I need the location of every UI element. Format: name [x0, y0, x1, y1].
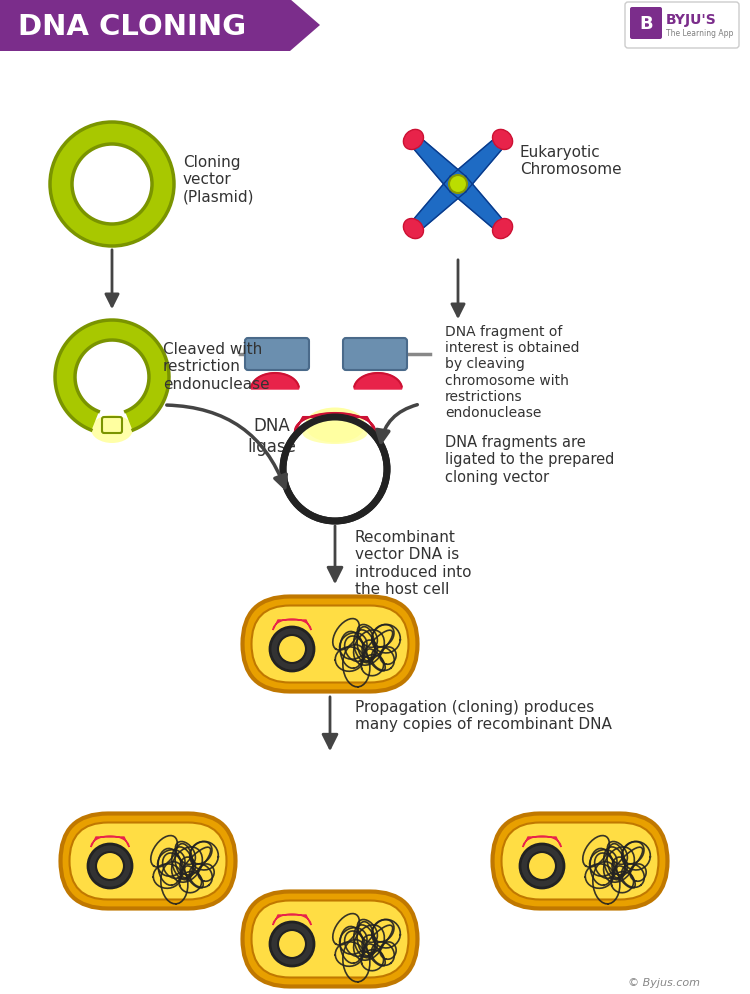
Ellipse shape: [493, 220, 512, 240]
FancyBboxPatch shape: [502, 823, 658, 900]
Polygon shape: [251, 374, 298, 390]
FancyBboxPatch shape: [625, 3, 739, 49]
FancyBboxPatch shape: [70, 823, 226, 900]
Text: Cloning
vector
(Plasmid): Cloning vector (Plasmid): [183, 155, 254, 205]
Polygon shape: [0, 0, 320, 52]
FancyBboxPatch shape: [630, 8, 662, 40]
Polygon shape: [270, 627, 314, 671]
Polygon shape: [273, 914, 311, 925]
Polygon shape: [354, 374, 402, 390]
FancyBboxPatch shape: [251, 901, 409, 977]
Text: DNA fragment of
interest is obtained
by cleaving
chromosome with
restrictions
en: DNA fragment of interest is obtained by …: [445, 325, 580, 419]
FancyBboxPatch shape: [251, 606, 409, 683]
FancyBboxPatch shape: [245, 339, 309, 371]
FancyBboxPatch shape: [242, 597, 418, 692]
Polygon shape: [91, 836, 129, 847]
Text: Propagation (cloning) produces
many copies of recombinant DNA: Propagation (cloning) produces many copi…: [355, 700, 612, 732]
FancyBboxPatch shape: [343, 339, 407, 371]
Polygon shape: [523, 836, 561, 847]
Polygon shape: [295, 414, 375, 431]
Text: © Byjus.com: © Byjus.com: [628, 977, 700, 987]
Text: Eukaryotic
Chromosome: Eukaryotic Chromosome: [520, 145, 622, 177]
Polygon shape: [450, 133, 510, 193]
Ellipse shape: [404, 130, 424, 150]
Polygon shape: [450, 177, 510, 237]
Polygon shape: [50, 123, 174, 247]
Text: B: B: [639, 15, 652, 33]
Text: The Learning App: The Learning App: [666, 30, 734, 39]
Ellipse shape: [302, 422, 368, 444]
FancyBboxPatch shape: [61, 814, 236, 909]
Polygon shape: [273, 619, 311, 630]
Text: DNA CLONING: DNA CLONING: [18, 13, 246, 41]
Ellipse shape: [91, 415, 133, 443]
Circle shape: [449, 176, 467, 194]
FancyBboxPatch shape: [242, 892, 418, 986]
Text: DNA fragments are
ligated to the prepared
cloning vector: DNA fragments are ligated to the prepare…: [445, 434, 614, 484]
Text: BYJU'S: BYJU'S: [666, 13, 717, 27]
Text: Recombinant
vector DNA is
introduced into
the host cell: Recombinant vector DNA is introduced int…: [355, 530, 472, 596]
Polygon shape: [270, 922, 314, 966]
Circle shape: [283, 417, 387, 522]
Polygon shape: [406, 133, 466, 193]
FancyBboxPatch shape: [493, 814, 668, 909]
Text: DNA
ligase: DNA ligase: [248, 416, 296, 455]
Polygon shape: [55, 321, 169, 430]
Polygon shape: [406, 177, 466, 237]
Polygon shape: [88, 844, 132, 888]
Ellipse shape: [305, 409, 365, 443]
Ellipse shape: [404, 220, 424, 240]
Ellipse shape: [493, 130, 512, 150]
Text: Cleaved with
restriction
endonuclease: Cleaved with restriction endonuclease: [163, 342, 270, 392]
Polygon shape: [520, 844, 564, 888]
FancyBboxPatch shape: [102, 417, 122, 433]
